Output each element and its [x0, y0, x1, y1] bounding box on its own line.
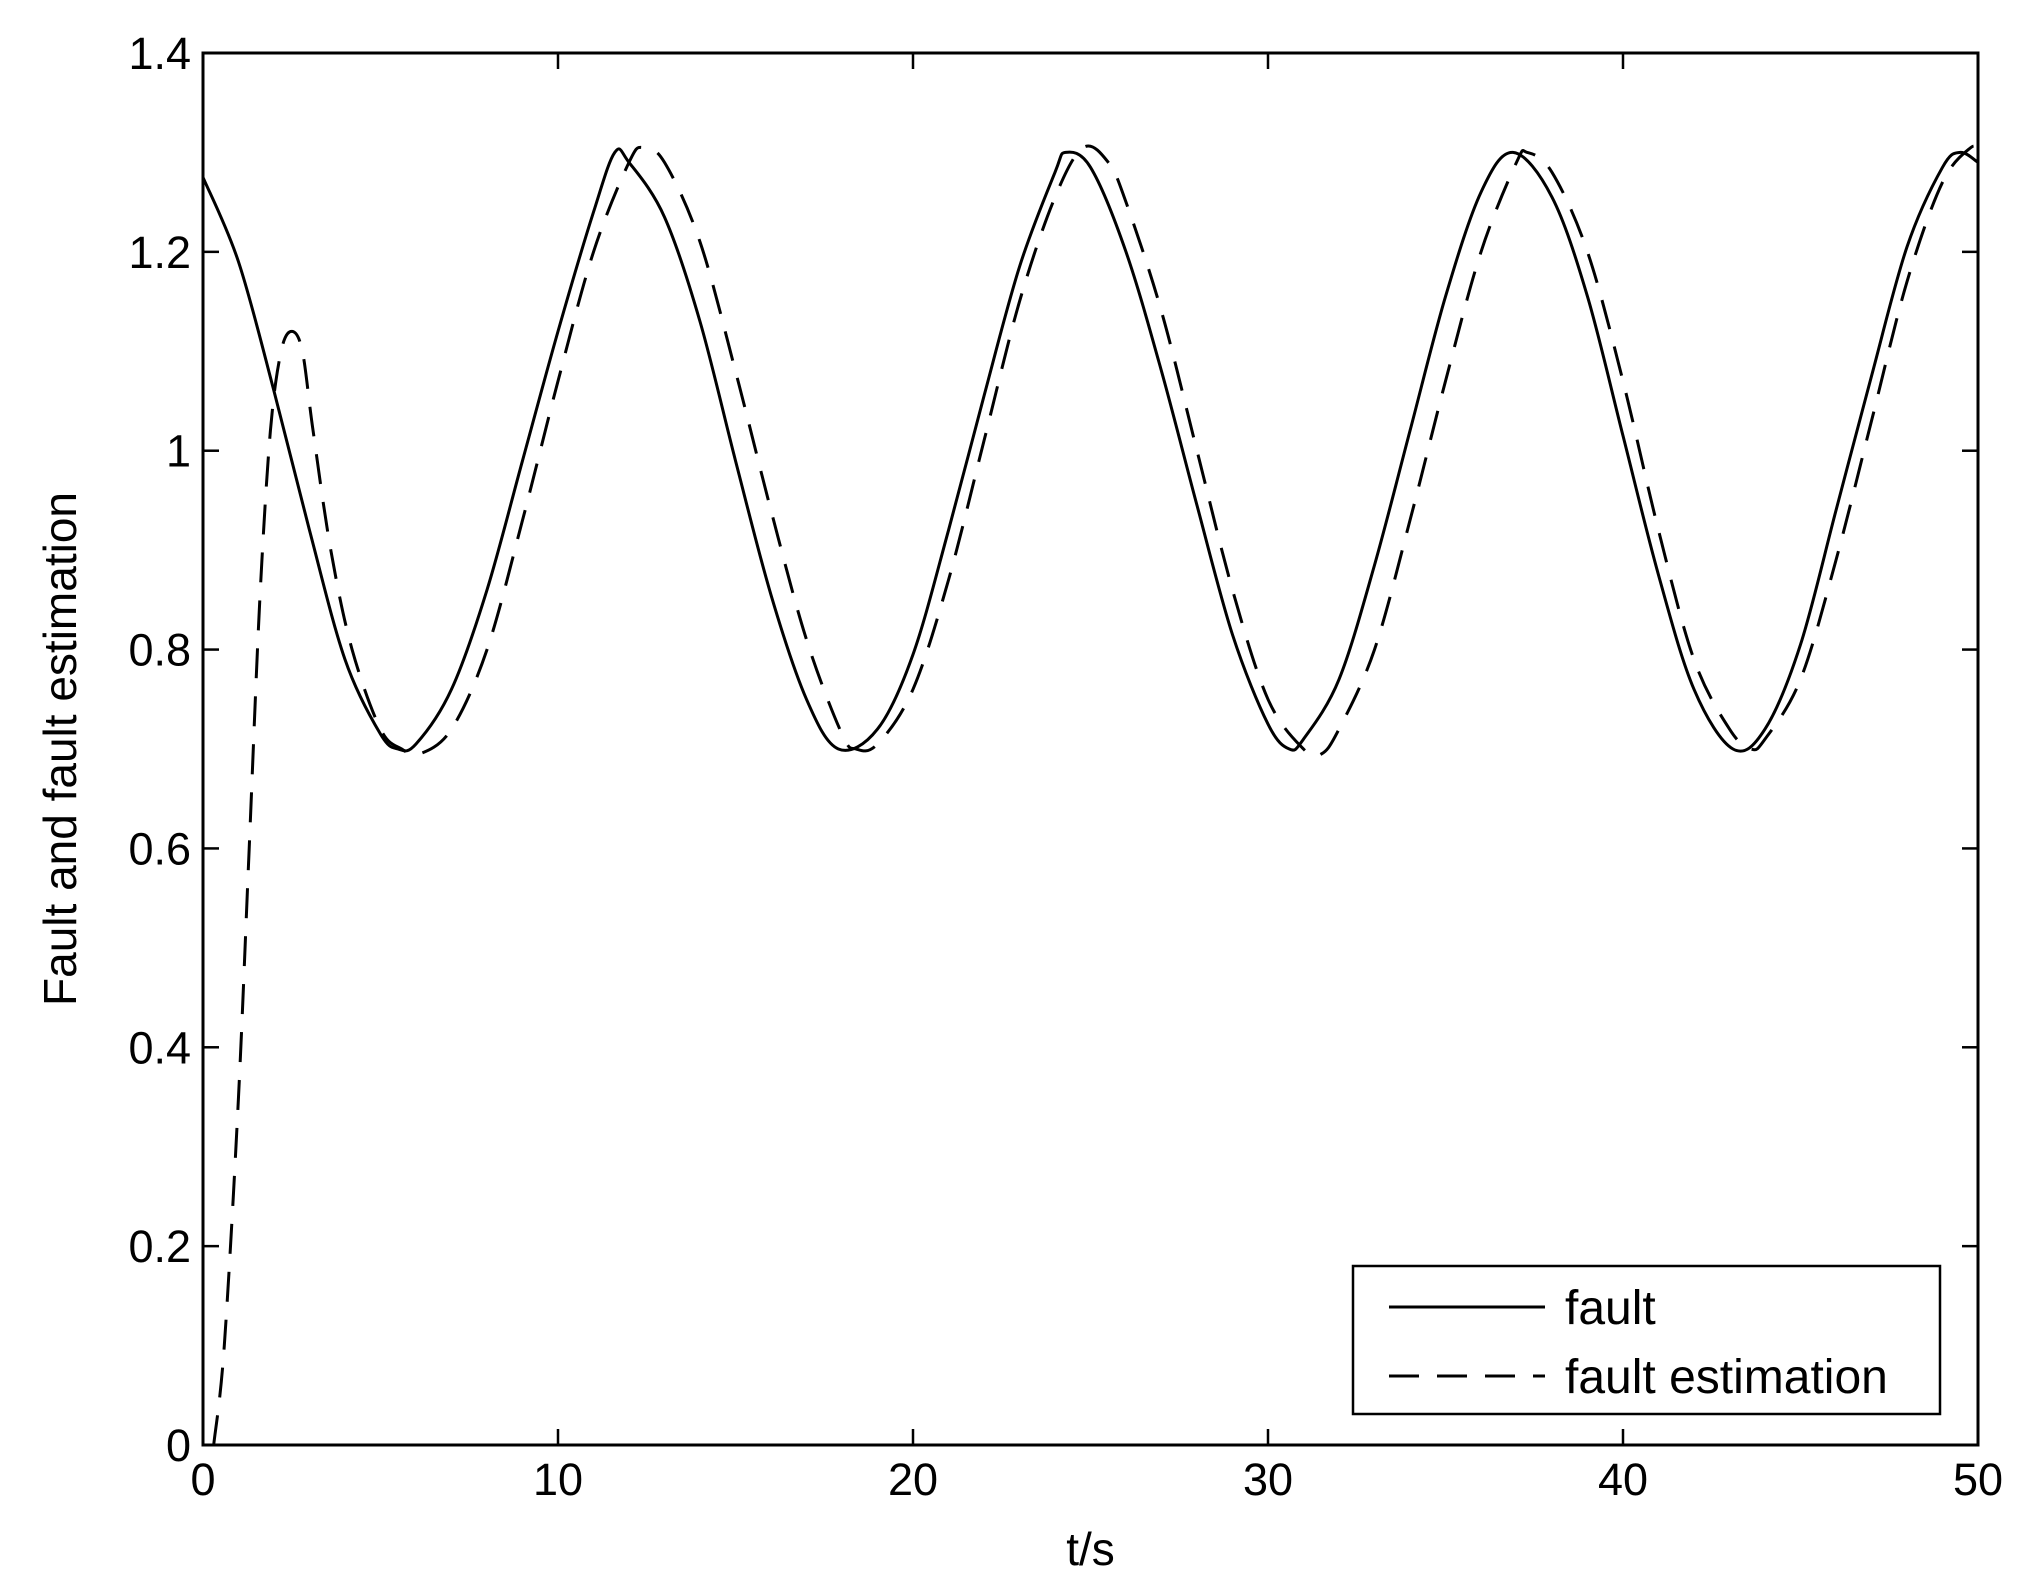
- x-tick-label: 40: [1598, 1454, 1648, 1505]
- x-tick-label: 50: [1953, 1454, 2003, 1505]
- plot-area: [201, 51, 1980, 1447]
- legend: fault fault estimation: [1351, 1264, 1942, 1416]
- legend-label-fault-estimation: fault estimation: [1565, 1351, 1888, 1404]
- series-layer: [201, 144, 1980, 1446]
- plot-frame: [201, 51, 1980, 1447]
- y-tick-label: 1.4: [128, 28, 191, 79]
- x-axis-label: t/s: [1066, 1523, 1115, 1575]
- x-tick-label: 30: [1243, 1454, 1293, 1505]
- y-tick-label: 0.4: [128, 1022, 191, 1073]
- series-line-fault-estimation: [212, 144, 1980, 1446]
- y-tick-label: 0: [166, 1420, 191, 1471]
- y-tick-label: 0.8: [128, 625, 191, 676]
- y-tick-label: 1.2: [128, 227, 191, 278]
- x-tick-label: 20: [888, 1454, 938, 1505]
- y-tick-label: 0.6: [128, 823, 191, 874]
- legend-box: [1351, 1264, 1942, 1416]
- series-line-fault: [201, 147, 1979, 753]
- y-tick-label: 1: [166, 426, 191, 477]
- x-tick-label: 10: [533, 1454, 583, 1505]
- legend-label-fault: fault: [1565, 1282, 1656, 1335]
- y-tick-label: 0.2: [128, 1221, 191, 1272]
- y-axis-label: Fault and fault estimation: [34, 492, 86, 1006]
- axis-ticks: 0 10 20 30 40 50 0 0.2 0.4 0.6 0.8 1 1.2 1.4: [128, 28, 2003, 1505]
- x-tick-label: 0: [190, 1454, 215, 1505]
